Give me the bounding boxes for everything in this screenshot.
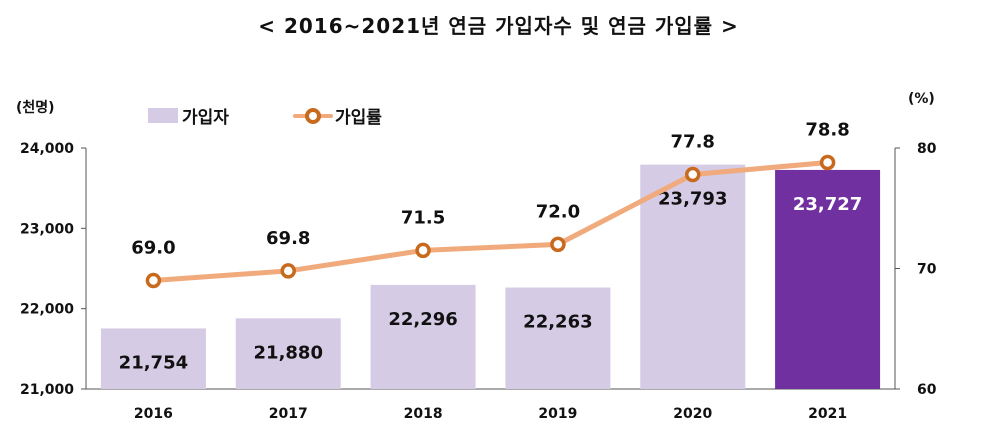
- x-tick-label: 2020: [673, 406, 712, 422]
- bar-value-label: 21,880: [254, 342, 323, 363]
- right-tick-label: 70: [917, 262, 937, 278]
- legend-bar-label: 가입자: [182, 108, 229, 128]
- right-tick-label: 60: [917, 382, 937, 398]
- left-tick-label: 24,000: [20, 141, 74, 157]
- right-axis-unit: (%): [908, 91, 935, 107]
- bar-2016: [100, 328, 206, 389]
- legend-line: 가입률: [293, 103, 382, 128]
- x-tick-label: 2017: [269, 406, 308, 422]
- rate-marker: [280, 263, 296, 279]
- right-tick-label: 80: [917, 141, 937, 157]
- rate-marker: [145, 272, 162, 289]
- x-tick-label: 2019: [538, 406, 577, 422]
- rate-marker: [819, 154, 836, 171]
- rate-marker: [550, 236, 566, 253]
- bar-value-label: 23,793: [658, 189, 727, 210]
- bar-2021: [775, 169, 881, 389]
- legend-bar-swatch: [148, 108, 178, 123]
- legend-marker-icon: [305, 107, 321, 124]
- rate-marker: [415, 242, 431, 259]
- bar-2020: [640, 164, 746, 389]
- bar-value-label: 23,727: [793, 194, 862, 215]
- bar-value-label: 22,296: [388, 309, 457, 330]
- bar-value-label: 21,754: [119, 352, 188, 373]
- rate-value-label: 71.5: [401, 207, 445, 228]
- rate-value-label: 78.8: [805, 119, 849, 140]
- x-tick-label: 2018: [404, 406, 443, 422]
- bar-2017: [235, 318, 341, 389]
- rate-value-label: 69.0: [131, 238, 175, 259]
- rate-value-label: 77.8: [671, 132, 715, 153]
- legend-line-label: 가입률: [335, 108, 382, 128]
- x-tick-label: 2016: [134, 406, 173, 422]
- rate-line: [150, 159, 831, 284]
- left-tick-label: 23,000: [20, 221, 74, 237]
- rate-value-label: 72.0: [536, 201, 580, 222]
- bar-2018: [370, 284, 476, 389]
- x-tick-label: 2021: [808, 406, 847, 422]
- chart-title: < 2016~2021년 연금 가입자수 및 연금 가입률 >: [258, 14, 739, 38]
- legend-bar: 가입자: [148, 103, 229, 128]
- rate-marker: [685, 166, 701, 183]
- bar-value-label: 22,263: [523, 312, 592, 333]
- left-tick-label: 22,000: [20, 302, 74, 318]
- left-axis-unit: (천명): [16, 100, 55, 116]
- bar-2019: [505, 287, 611, 389]
- legend-line-swatch: [293, 107, 333, 124]
- rate-value-label: 69.8: [266, 228, 310, 249]
- left-tick-label: 21,000: [20, 382, 74, 398]
